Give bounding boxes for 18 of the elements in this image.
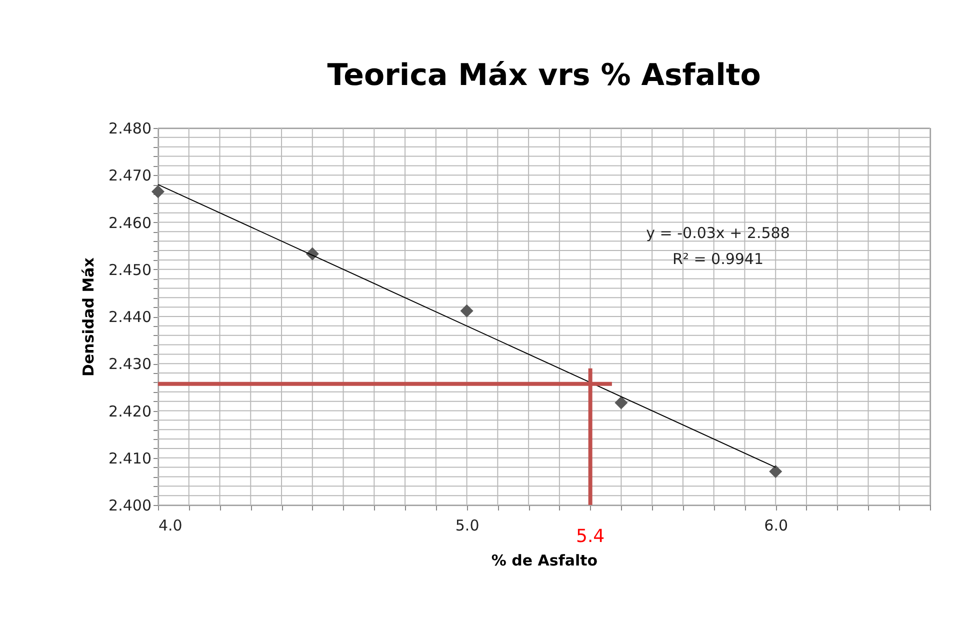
annotation: R² = 0.9941	[672, 250, 764, 268]
y-tick-label: 2.480	[108, 120, 152, 138]
y-tick-label: 2.450	[108, 260, 152, 279]
x-tick-label: 6.0	[764, 516, 788, 534]
y-tick-label: 2.470	[108, 166, 152, 185]
y-tick-label: 2.440	[108, 308, 152, 326]
y-tick-label: 2.430	[108, 355, 152, 374]
annotation: 5.4	[576, 526, 605, 547]
x-tick-label: 5.0	[455, 516, 480, 534]
chart-title: Teorica Máx vrs % Asfalto	[327, 58, 761, 93]
y-tick-label: 2.400	[108, 496, 152, 514]
y-tick-label: 2.460	[108, 214, 152, 232]
x-axis-title: % de Asfalto	[491, 552, 598, 570]
x-tick-label: 4.0	[158, 516, 182, 534]
annotation: y = -0.03x + 2.588	[646, 224, 790, 242]
y-tick-label: 2.410	[108, 449, 152, 468]
y-tick-label: 2.420	[108, 402, 152, 420]
y-axis-title: Densidad Máx	[80, 257, 98, 376]
